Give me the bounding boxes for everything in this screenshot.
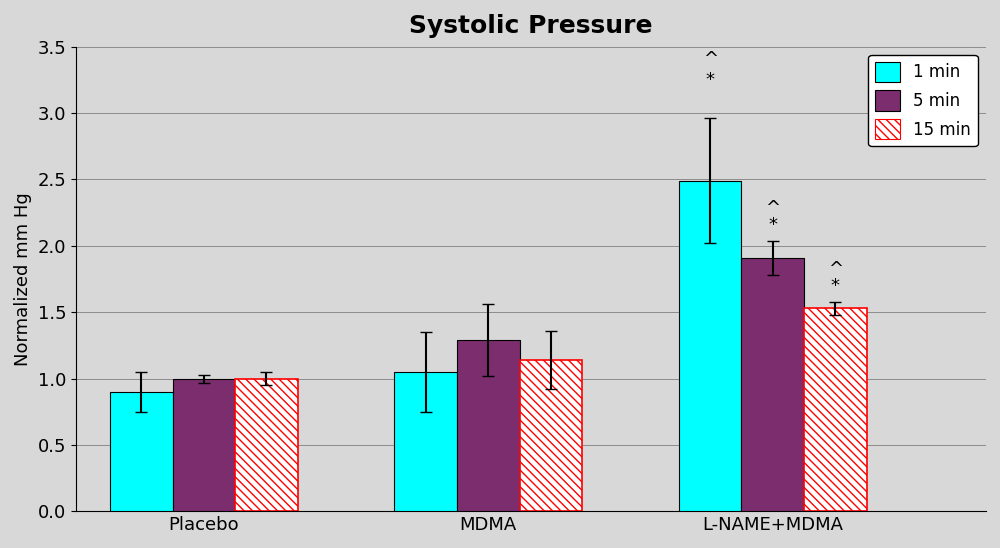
Title: Systolic Pressure: Systolic Pressure xyxy=(409,14,653,38)
Y-axis label: Normalized mm Hg: Normalized mm Hg xyxy=(14,192,32,366)
Text: *: * xyxy=(706,71,715,89)
Bar xyxy=(235,379,298,511)
Bar xyxy=(173,379,235,511)
Text: ^: ^ xyxy=(828,260,843,278)
Text: *: * xyxy=(768,216,777,234)
Bar xyxy=(457,340,520,511)
Bar xyxy=(110,392,173,511)
Legend: 1 min, 5 min, 15 min: 1 min, 5 min, 15 min xyxy=(868,55,978,146)
Bar xyxy=(520,360,582,511)
Text: *: * xyxy=(831,277,840,295)
Bar xyxy=(804,308,867,511)
Text: ^: ^ xyxy=(765,198,780,216)
Bar xyxy=(394,372,457,511)
Bar xyxy=(679,181,741,511)
Bar xyxy=(741,258,804,511)
Text: ^: ^ xyxy=(703,50,718,68)
